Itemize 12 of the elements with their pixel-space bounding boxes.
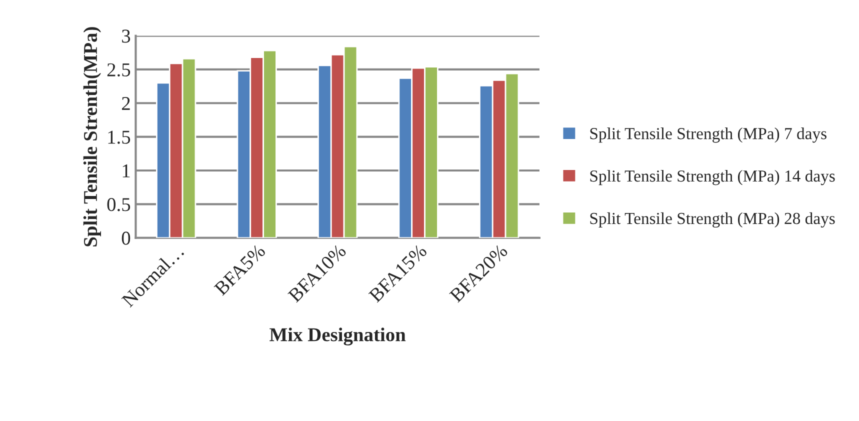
x-axis-title: Mix Designation bbox=[270, 328, 406, 346]
y-tick-label: 3 bbox=[122, 30, 130, 43]
y-tick-label: 2 bbox=[122, 97, 130, 110]
y-tick-label: 1.5 bbox=[108, 130, 130, 144]
legend-label: Split Tensile Strength (MPa) 7 days bbox=[590, 128, 826, 143]
legend-label: Split Tensile Strength (MPa) 28 days bbox=[590, 212, 835, 228]
y-tick-label: 2.5 bbox=[107, 63, 130, 76]
y-axis-title: Split Tensile Strenth(MPa) bbox=[83, 27, 101, 246]
y-tick-label: 0.5 bbox=[107, 198, 130, 212]
legend-label: Split Tensile Strength (MPa) 14 days bbox=[590, 170, 835, 186]
y-tick-label: 1 bbox=[122, 164, 130, 178]
y-tick-label: 0 bbox=[122, 232, 130, 245]
